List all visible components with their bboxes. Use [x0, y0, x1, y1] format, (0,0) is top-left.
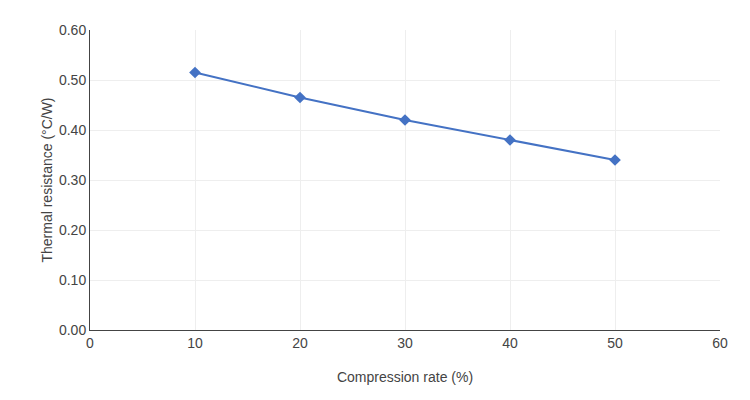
- svg-text:20: 20: [292, 335, 308, 351]
- svg-text:0.10: 0.10: [59, 272, 86, 288]
- svg-text:50: 50: [607, 335, 623, 351]
- svg-text:Thermal resistance (°C/W): Thermal resistance (°C/W): [39, 97, 55, 262]
- svg-text:60: 60: [712, 335, 728, 351]
- svg-text:10: 10: [187, 335, 203, 351]
- svg-text:Compression rate (%): Compression rate (%): [337, 369, 473, 385]
- svg-text:0.20: 0.20: [59, 222, 86, 238]
- svg-text:0.40: 0.40: [59, 122, 86, 138]
- svg-text:0.00: 0.00: [59, 322, 86, 338]
- svg-text:30: 30: [397, 335, 413, 351]
- svg-text:0.30: 0.30: [59, 172, 86, 188]
- svg-text:40: 40: [502, 335, 518, 351]
- svg-text:0: 0: [86, 335, 94, 351]
- svg-text:0.50: 0.50: [59, 72, 86, 88]
- svg-text:0.60: 0.60: [59, 22, 86, 38]
